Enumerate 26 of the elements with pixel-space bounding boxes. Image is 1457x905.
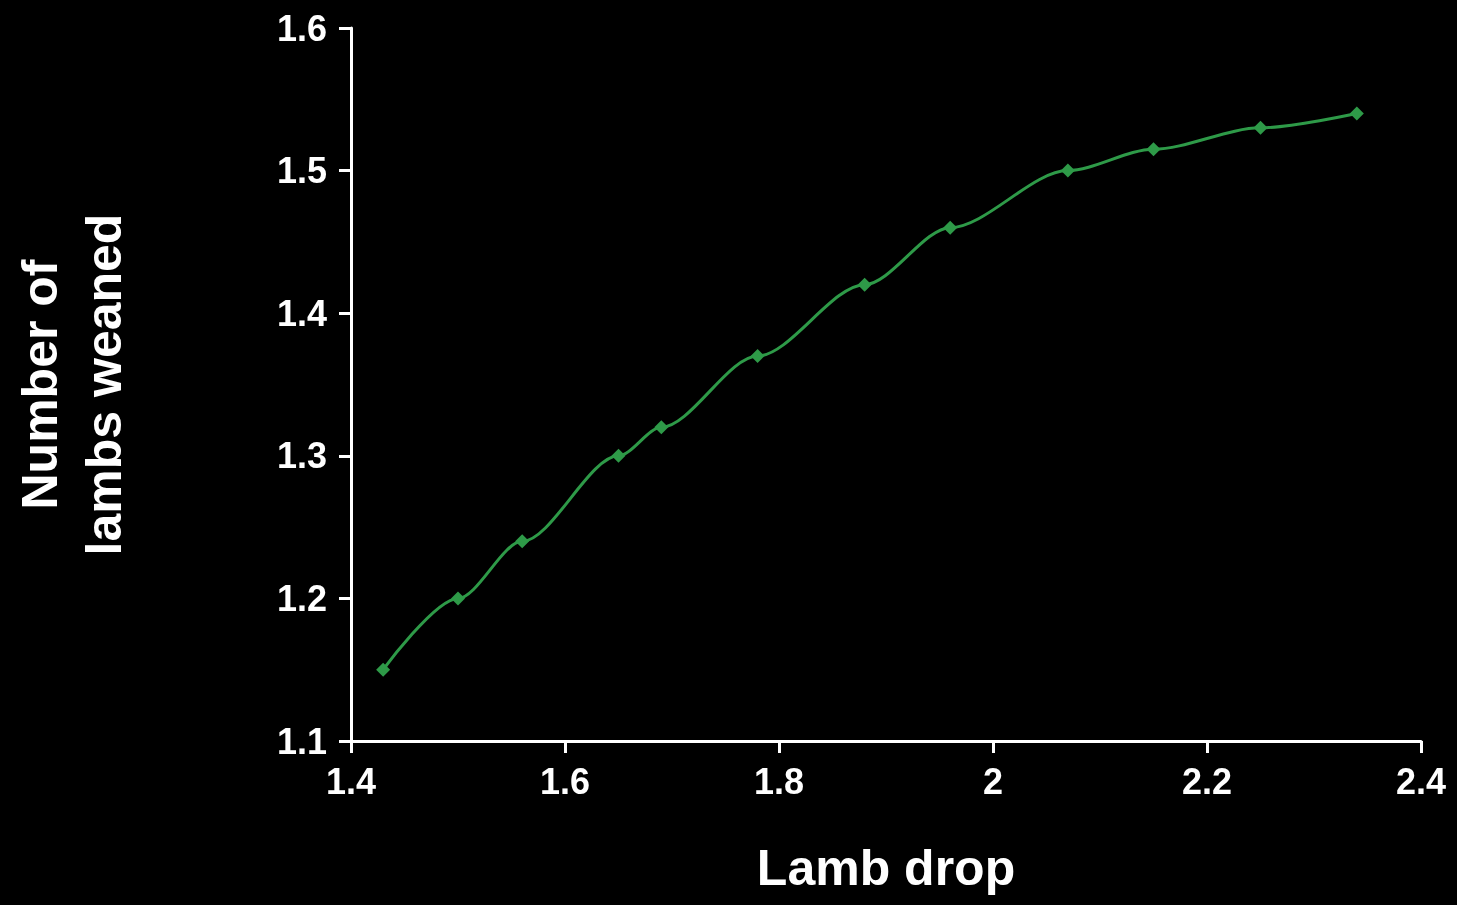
point (376, 662, 391, 677)
point (654, 420, 669, 435)
point (1253, 120, 1268, 135)
point (857, 277, 872, 292)
point (611, 448, 626, 463)
y-tick-label: 1.2 (276, 577, 327, 619)
x-axis-title: Lamb drop (756, 840, 1016, 896)
point (451, 591, 465, 606)
x-tick-label: 1.6 (539, 760, 591, 802)
point (943, 220, 958, 235)
point (1146, 142, 1161, 157)
x-tick-label: 1.4 (325, 760, 377, 802)
y-tick-label: 1.1 (276, 720, 327, 762)
x-tick-label: 2.2 (1181, 760, 1233, 802)
y-axis-title: Number of lambs weaned (12, 213, 132, 556)
y-tick-label: 1.5 (276, 150, 327, 192)
y-tick-label: 1.3 (276, 435, 327, 477)
x-tick-label: 1.8 (753, 760, 805, 802)
point (515, 534, 530, 549)
point (1349, 106, 1364, 121)
y-tick-label: 1.4 (276, 292, 327, 334)
y-tick-label: 1.6 (276, 7, 327, 49)
x-tick-label: 2.4 (1395, 760, 1447, 802)
point (750, 348, 765, 363)
x-tick-label: 2 (982, 760, 1004, 802)
point (1060, 163, 1075, 178)
